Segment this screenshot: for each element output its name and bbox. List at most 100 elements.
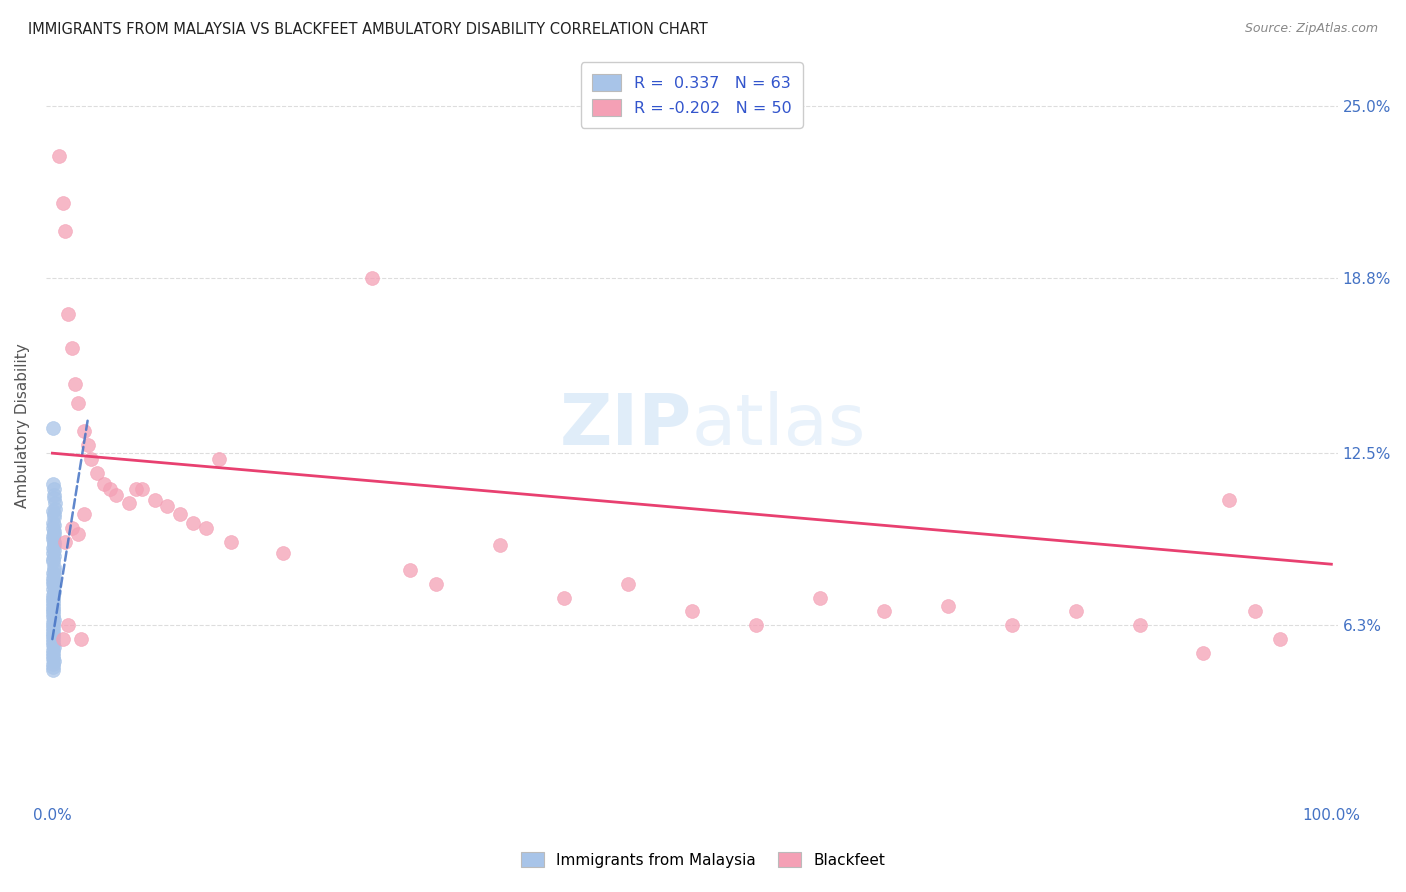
Point [42, 613, 65, 627]
Point [42, 488, 65, 502]
Point [1192, 646, 1215, 660]
Point [42, 591, 65, 605]
Point [42, 543, 65, 558]
Point [1064, 604, 1087, 618]
Point [936, 599, 959, 613]
Point [44, 491, 66, 505]
Point [425, 576, 447, 591]
Point [42, 546, 65, 560]
Point [65, 376, 87, 391]
Point [73, 424, 96, 438]
Point [60, 521, 83, 535]
Point [42, 635, 65, 649]
Point [42, 549, 65, 563]
Point [80, 451, 103, 466]
Point [42, 518, 65, 533]
Point [42, 638, 65, 652]
Point [42, 421, 65, 435]
Point [42, 571, 65, 585]
Point [44, 501, 66, 516]
Point [42, 566, 65, 580]
Point [361, 271, 384, 285]
Point [42, 654, 65, 668]
Legend: Immigrants from Malaysia, Blackfeet: Immigrants from Malaysia, Blackfeet [513, 844, 893, 875]
Text: ZIP: ZIP [560, 391, 692, 460]
Point [42, 535, 65, 549]
Point [169, 508, 191, 522]
Point [681, 604, 703, 618]
Point [42, 629, 65, 643]
Point [44, 496, 66, 510]
Point [66, 526, 89, 541]
Point [42, 574, 65, 588]
Point [208, 451, 231, 466]
Legend: R =  0.337   N = 63, R = -0.202   N = 50: R = 0.337 N = 63, R = -0.202 N = 50 [581, 62, 803, 128]
Point [42, 476, 65, 491]
Point [42, 538, 65, 552]
Point [42, 504, 65, 518]
Y-axis label: Ambulatory Disability: Ambulatory Disability [15, 343, 30, 508]
Point [42, 516, 65, 530]
Point [42, 533, 65, 547]
Point [60, 341, 83, 355]
Point [194, 521, 217, 535]
Point [617, 576, 640, 591]
Text: IMMIGRANTS FROM MALAYSIA VS BLACKFEET AMBULATORY DISABILITY CORRELATION CHART: IMMIGRANTS FROM MALAYSIA VS BLACKFEET AM… [28, 22, 707, 37]
Text: atlas: atlas [692, 391, 866, 460]
Point [489, 538, 512, 552]
Point [124, 482, 146, 496]
Point [42, 585, 65, 599]
Point [42, 601, 65, 615]
Point [42, 482, 65, 496]
Point [181, 516, 204, 530]
Point [56, 307, 79, 321]
Point [42, 529, 65, 543]
Point [42, 626, 65, 640]
Point [1128, 618, 1150, 632]
Point [42, 508, 65, 522]
Point [42, 632, 65, 647]
Point [93, 476, 115, 491]
Point [1243, 604, 1265, 618]
Point [42, 560, 65, 574]
Point [52, 632, 75, 647]
Point [42, 607, 65, 622]
Point [271, 546, 294, 560]
Point [98, 482, 121, 496]
Point [42, 579, 65, 593]
Point [42, 541, 65, 555]
Point [42, 568, 65, 582]
Point [42, 624, 65, 638]
Point [42, 524, 65, 538]
Point [42, 621, 65, 635]
Text: Source: ZipAtlas.com: Source: ZipAtlas.com [1244, 22, 1378, 36]
Point [86, 466, 108, 480]
Point [42, 640, 65, 655]
Point [42, 521, 65, 535]
Point [42, 610, 65, 624]
Point [73, 508, 96, 522]
Point [42, 554, 65, 568]
Point [66, 396, 89, 410]
Point [399, 563, 422, 577]
Point [69, 632, 91, 647]
Point [52, 196, 75, 211]
Point [42, 551, 65, 566]
Point [42, 604, 65, 618]
Point [873, 604, 896, 618]
Point [1001, 618, 1024, 632]
Point [42, 576, 65, 591]
Point [1218, 493, 1240, 508]
Point [42, 599, 65, 613]
Point [42, 563, 65, 577]
Point [42, 646, 65, 660]
Point [1270, 632, 1292, 647]
Point [143, 493, 166, 508]
Point [808, 591, 831, 605]
Point [745, 618, 768, 632]
Point [553, 591, 575, 605]
Point [42, 643, 65, 657]
Point [42, 657, 65, 672]
Point [42, 582, 65, 597]
Point [42, 618, 65, 632]
